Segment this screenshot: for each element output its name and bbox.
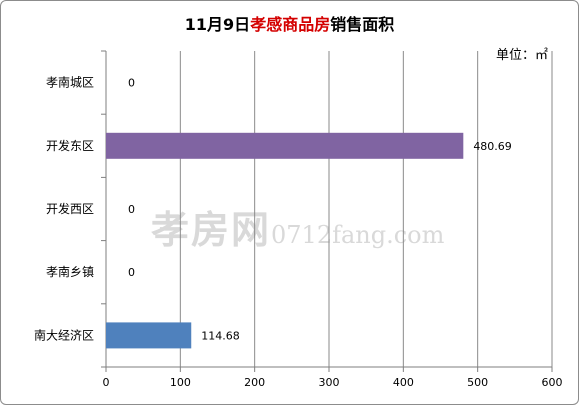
bar [106, 132, 464, 159]
x-tick-label: 300 [319, 376, 340, 389]
x-tick-label: 200 [244, 376, 265, 389]
x-tick-label: 100 [170, 376, 191, 389]
category-label: 开发西区 [46, 201, 94, 216]
data-label: 0 [128, 203, 135, 216]
chart-title: 11月9日孝感商品房销售面积 [1, 11, 578, 35]
category-label: 孝南城区 [46, 75, 94, 90]
data-label: 480.69 [473, 140, 512, 153]
bar [106, 322, 192, 349]
x-tick-label: 600 [542, 376, 563, 389]
category-label: 孝南乡镇 [46, 264, 94, 279]
x-tick-label: 400 [393, 376, 414, 389]
data-label: 0 [128, 266, 135, 279]
category-label: 开发东区 [46, 138, 94, 153]
watermark-logo: 孝房网 [151, 207, 272, 252]
title-suffix: 销售面积 [330, 15, 395, 34]
watermark-url: 0712fang.com [271, 221, 445, 249]
watermark: 孝房网0712fang.com [151, 199, 444, 254]
x-tick-label: 500 [467, 376, 488, 389]
title-date: 11月9日 [184, 15, 251, 34]
data-label: 114.68 [201, 329, 240, 342]
title-highlight: 孝感商品房 [250, 15, 331, 34]
data-label: 0 [128, 77, 135, 90]
unit-label: 单位：㎡ [495, 48, 548, 63]
category-label: 南大经济区 [34, 327, 94, 342]
x-tick-label: 0 [103, 376, 110, 389]
